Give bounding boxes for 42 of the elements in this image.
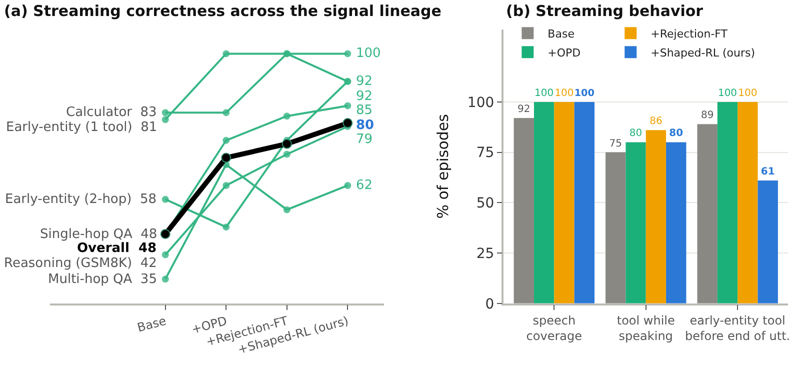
text: Overall 48 (77, 241, 157, 256)
data-label: 100 (574, 88, 595, 100)
x-tick-label: Base (136, 314, 168, 335)
data-label: 100 (356, 46, 381, 61)
legend-label: +Shaped-RL (ours) (650, 46, 756, 60)
data-label: 100 (554, 88, 574, 99)
chart-title: (a) Streaming correctness across the signal lineage (4, 2, 442, 20)
text: Multi-hop QA 35 (48, 272, 157, 287)
legend-label: +OPD (548, 46, 581, 60)
x-tick-label: tool while speaking (616, 314, 675, 344)
x-tick-label: early-entity tool before end of utt. (685, 314, 790, 344)
data-label: 100 (738, 88, 758, 99)
data-label: 61 (760, 166, 775, 178)
y-tick-label: 75 (476, 145, 494, 162)
data-label: 92 (518, 104, 530, 116)
data-label: 92 (356, 89, 373, 104)
text: Calculator 83 (66, 105, 157, 120)
y-axis-title: % of episodes (434, 114, 452, 219)
data-label: 92 (356, 74, 373, 89)
data-label: 80 (669, 128, 684, 140)
y-tick-label: 100 (467, 94, 494, 111)
text: Single-hop QA 48 (40, 227, 158, 242)
y-tick-label: 50 (476, 196, 494, 212)
legend-label: Base (548, 27, 575, 40)
x-tick-label: speech coverage (526, 314, 582, 344)
data-label: 89 (700, 110, 714, 122)
data-label: 86 (650, 116, 662, 128)
data-label: 80 (356, 118, 374, 133)
text: Early-entity (2-hop) 58 (5, 192, 157, 207)
y-tick-label: 0 (485, 296, 494, 312)
data-label: 75 (609, 138, 622, 150)
data-label: 62 (356, 178, 373, 193)
text: Reasoning (GSM8K) 42 (4, 256, 157, 271)
data-label: 85 (356, 103, 373, 118)
data-label: 80 (629, 128, 642, 140)
data-label: 100 (718, 88, 738, 99)
legend-label: +Rejection-FT (650, 27, 728, 40)
data-label: 100 (534, 88, 554, 99)
data-label: 79 (356, 132, 373, 147)
text: Early-entity (1 tool) 81 (6, 120, 158, 135)
y-tick-label: 25 (476, 246, 494, 262)
chart-title: (b) Streaming behavior (506, 2, 704, 20)
